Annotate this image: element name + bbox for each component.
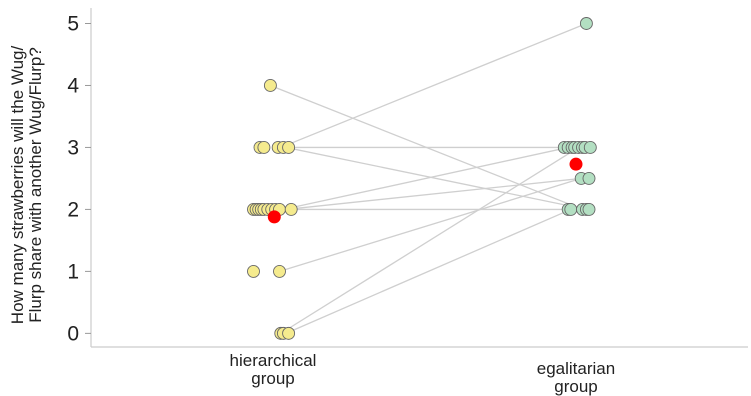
paired-lines <box>270 22 587 334</box>
y-tick-label: 5 <box>67 12 79 35</box>
data-point <box>582 171 596 185</box>
x-category-label: egalitarian <box>537 359 615 378</box>
y-tick-label: 1 <box>67 260 79 283</box>
y-tick-label: 4 <box>67 74 79 97</box>
mean-point <box>267 210 281 224</box>
y-axis-label-line-1: How many strawberries will the Wug/ <box>8 46 27 325</box>
paired-line <box>285 146 587 211</box>
y-tick-label: 3 <box>67 136 79 159</box>
paired-line <box>283 146 569 211</box>
data-point <box>263 79 277 92</box>
x-category-label: group <box>251 369 294 388</box>
x-category-label: group <box>554 377 597 396</box>
y-axis-label-line-2: Flurp share with another Wug/Flurp? <box>26 47 45 323</box>
data-points <box>247 17 597 340</box>
x-category-label: hierarchical <box>230 351 317 370</box>
y-tick-label: 0 <box>67 322 79 345</box>
mean-point <box>569 157 583 171</box>
paired-line <box>280 146 579 334</box>
data-point <box>282 326 296 340</box>
data-point <box>579 17 593 30</box>
paired-line <box>285 177 582 211</box>
y-ticks: 0 1 2 3 4 5 <box>67 12 91 345</box>
data-point <box>247 264 260 278</box>
paired-line <box>279 177 582 273</box>
y-axis-label: How many strawberries will the Wug/ Flur… <box>8 46 45 325</box>
paired-line <box>280 22 587 149</box>
data-point <box>257 140 271 154</box>
data-point <box>282 140 296 154</box>
data-point <box>564 202 578 216</box>
paired-line <box>285 208 572 334</box>
data-point <box>273 264 286 278</box>
data-point <box>582 202 596 216</box>
y-tick-label: 2 <box>67 198 79 221</box>
group-means <box>267 157 583 224</box>
data-point <box>583 140 597 154</box>
data-point <box>284 202 298 216</box>
